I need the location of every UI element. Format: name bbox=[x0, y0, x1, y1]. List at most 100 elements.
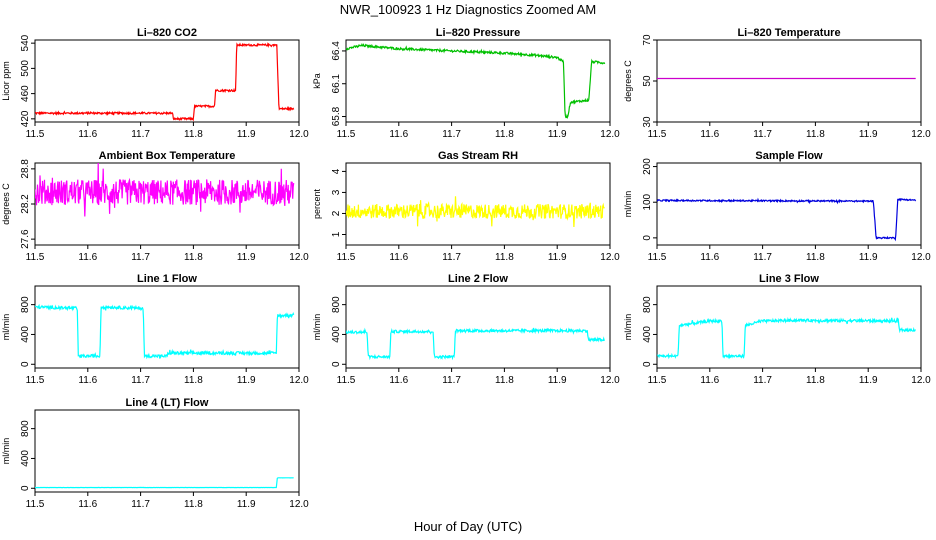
x-tick-label: 12.0 bbox=[600, 252, 620, 263]
x-tick-label: 12.0 bbox=[289, 129, 309, 140]
x-tick-label: 11.6 bbox=[78, 499, 97, 510]
x-tick-label: 11.8 bbox=[806, 129, 825, 140]
panel-frame bbox=[34, 162, 300, 246]
y-axis-label: percent bbox=[312, 188, 322, 219]
panel-3: Li–820 Temperature 11.5 11.6 11.7 11.8 11.9 12… bbox=[623, 27, 931, 140]
figure-title: NWR_100923 1 Hz Diagnostics Zoomed AM bbox=[340, 2, 597, 17]
x-tick-label: 11.8 bbox=[495, 129, 514, 140]
panel-frame bbox=[345, 285, 611, 369]
x-tick-label: 11.8 bbox=[184, 375, 203, 386]
panel-4: Ambient Box Temperature 11.5 11.6 11.7 11.8 1… bbox=[1, 150, 309, 263]
x-tick-label: 11.5 bbox=[648, 129, 667, 140]
x-tick-label: 11.9 bbox=[859, 129, 878, 140]
y-axis-label: degrees C bbox=[1, 183, 11, 225]
y-tick-label: 460 bbox=[20, 85, 31, 102]
x-tick-label: 11.7 bbox=[131, 252, 150, 263]
x-tick-label: 11.8 bbox=[806, 375, 825, 386]
panel-5: Gas Stream RH 11.5 11.6 11.7 11.8 11.9 12.0 1 2 3… bbox=[312, 150, 620, 263]
x-tick-label: 11.6 bbox=[700, 375, 719, 386]
series-line bbox=[346, 327, 605, 361]
x-tick-label: 11.8 bbox=[806, 252, 825, 263]
y-tick-label: 400 bbox=[331, 326, 342, 343]
x-tick-label: 11.8 bbox=[184, 499, 203, 510]
y-axis-label: degrees C bbox=[623, 60, 633, 102]
y-tick-label: 800 bbox=[20, 420, 31, 437]
x-tick-label: 11.7 bbox=[442, 252, 461, 263]
x-tick-label: 11.7 bbox=[442, 129, 461, 140]
panel-title: Li–820 Pressure bbox=[436, 27, 520, 39]
panel-title: Line 3 Flow bbox=[759, 273, 819, 285]
x-tick-label: 11.8 bbox=[495, 375, 514, 386]
y-tick-label: 1 bbox=[331, 231, 342, 237]
x-tick-label: 11.5 bbox=[26, 375, 45, 386]
x-tick-label: 11.9 bbox=[859, 375, 878, 386]
y-tick-label: 65.8 bbox=[331, 106, 342, 126]
x-tick-label: 12.0 bbox=[289, 375, 309, 386]
y-tick-label: 100 bbox=[642, 193, 653, 210]
x-tick-label: 11.6 bbox=[700, 129, 719, 140]
panel-frame bbox=[34, 285, 300, 369]
y-tick-label: 800 bbox=[642, 296, 653, 313]
y-tick-label: 0 bbox=[642, 361, 653, 367]
y-axis-label: ml/min bbox=[1, 314, 11, 341]
panel-frame bbox=[345, 162, 611, 246]
series-line bbox=[35, 303, 295, 360]
y-tick-label: 400 bbox=[20, 450, 31, 467]
panel-frame bbox=[345, 39, 611, 123]
x-tick-label: 11.6 bbox=[78, 375, 97, 386]
panel-frame bbox=[34, 409, 300, 493]
panel-9: Line 3 Flow 11.5 11.6 11.7 11.8 11.9 12.0 0 400 8… bbox=[623, 273, 931, 386]
y-tick-label: 0 bbox=[331, 361, 342, 367]
x-tick-label: 11.5 bbox=[26, 129, 45, 140]
panel-2: Li–820 Pressure 11.5 11.6 11.7 11.8 11.9 12.0 6… bbox=[312, 27, 620, 140]
y-tick-label: 70 bbox=[642, 34, 653, 46]
y-axis-label: ml/min bbox=[312, 314, 322, 341]
y-tick-label: 4 bbox=[331, 168, 342, 174]
x-tick-label: 11.6 bbox=[389, 375, 408, 386]
x-tick-label: 11.9 bbox=[859, 252, 878, 263]
x-tick-label: 11.7 bbox=[131, 129, 150, 140]
x-tick-label: 11.8 bbox=[184, 252, 203, 263]
y-tick-label: 66.1 bbox=[331, 74, 342, 94]
x-tick-label: 11.6 bbox=[78, 252, 97, 263]
x-tick-label: 11.5 bbox=[26, 252, 45, 263]
y-axis-label: Licor ppm bbox=[1, 61, 11, 101]
x-tick-label: 12.0 bbox=[911, 129, 931, 140]
y-tick-label: 800 bbox=[331, 296, 342, 313]
x-tick-label: 12.0 bbox=[289, 499, 309, 510]
x-tick-label: 11.9 bbox=[548, 252, 567, 263]
x-tick-label: 11.5 bbox=[648, 375, 667, 386]
series-line bbox=[346, 42, 606, 120]
panel-title: Line 2 Flow bbox=[448, 273, 508, 285]
x-tick-label: 11.9 bbox=[237, 252, 256, 263]
y-tick-label: 2 bbox=[331, 210, 342, 216]
panel-frame bbox=[656, 39, 922, 123]
panel-title: Line 4 (LT) Flow bbox=[126, 397, 209, 409]
x-tick-label: 11.7 bbox=[753, 129, 772, 140]
y-tick-label: 30 bbox=[642, 116, 653, 128]
x-tick-label: 11.7 bbox=[131, 499, 150, 510]
panel-10: Line 4 (LT) Flow 11.5 11.6 11.7 11.8 11.9 12.0… bbox=[1, 397, 309, 510]
y-axis-label: kPa bbox=[312, 73, 322, 89]
x-tick-label: 11.5 bbox=[337, 252, 356, 263]
x-tick-label: 11.9 bbox=[237, 375, 256, 386]
x-tick-label: 11.9 bbox=[237, 499, 256, 510]
x-tick-label: 11.9 bbox=[548, 375, 567, 386]
y-tick-label: 420 bbox=[20, 110, 31, 127]
x-tick-label: 12.0 bbox=[600, 129, 620, 140]
x-tick-label: 11.6 bbox=[389, 252, 408, 263]
series-line bbox=[346, 196, 605, 228]
x-tick-label: 11.7 bbox=[131, 375, 150, 386]
y-tick-label: 400 bbox=[20, 326, 31, 343]
figure-x-axis-label: Hour of Day (UTC) bbox=[414, 519, 522, 534]
panel-title: Ambient Box Temperature bbox=[99, 150, 236, 162]
panel-6: Sample Flow 11.5 11.6 11.7 11.8 11.9 12.0 0 100 2… bbox=[623, 150, 931, 263]
x-tick-label: 12.0 bbox=[600, 375, 620, 386]
panel-frame bbox=[656, 162, 922, 246]
y-tick-label: 540 bbox=[20, 34, 31, 51]
y-tick-label: 50 bbox=[642, 75, 653, 87]
panel-title: Line 1 Flow bbox=[137, 273, 197, 285]
panel-7: Line 1 Flow 11.5 11.6 11.7 11.8 11.9 12.0 0 400 8… bbox=[1, 273, 309, 386]
